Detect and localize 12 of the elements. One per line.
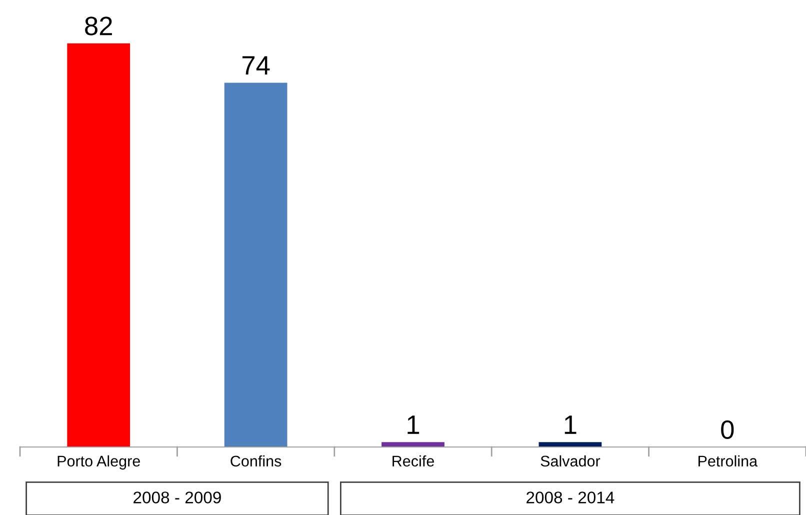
text: 2008 - 2014 bbox=[526, 492, 614, 504]
data-label: 74 bbox=[242, 56, 270, 74]
data-label: 0 bbox=[721, 420, 734, 440]
text: 2008 - 2009 bbox=[134, 492, 221, 504]
data-label: 1 bbox=[408, 416, 420, 434]
data-label: 1 bbox=[564, 416, 576, 434]
data-label: 82 bbox=[85, 16, 112, 36]
x-tick-label: Recife bbox=[392, 455, 434, 467]
x-tick-label: Salvador bbox=[540, 455, 600, 467]
x-tick-label: Petrolina bbox=[698, 455, 758, 467]
x-tick-label: Porto Alegre bbox=[58, 455, 140, 470]
x-tick-label: Confins bbox=[230, 455, 282, 467]
